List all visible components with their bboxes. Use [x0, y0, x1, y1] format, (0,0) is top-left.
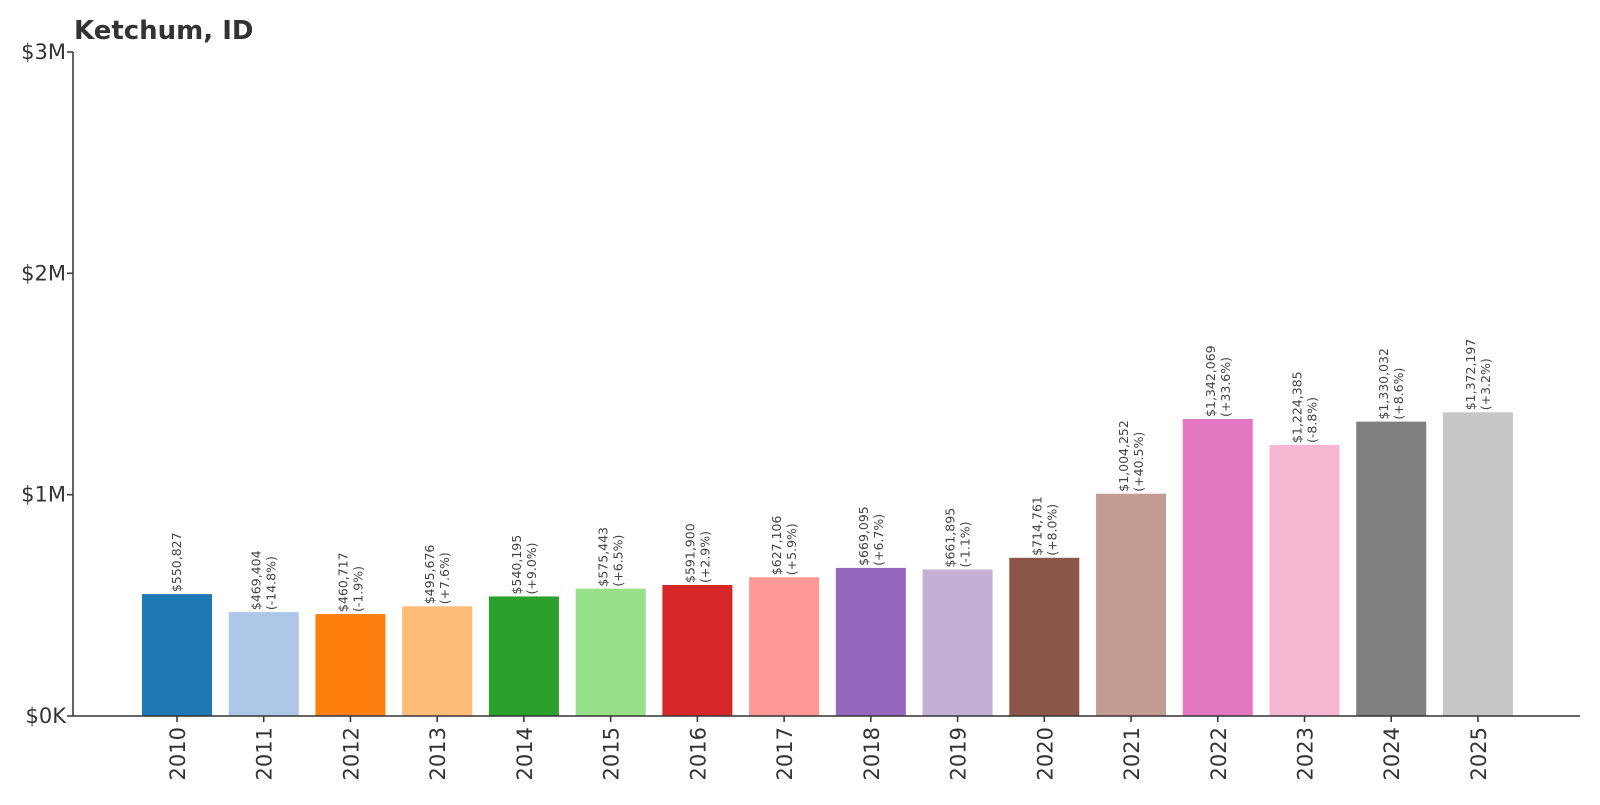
x-tick-label: 2011	[253, 727, 277, 780]
x-tick-label: 2024	[1380, 727, 1404, 780]
bar-change-label: (+40.5%)	[1131, 432, 1146, 492]
bar-change-label: (-1.1%)	[958, 521, 973, 567]
bar-value-label: $1,372,197	[1463, 339, 1478, 411]
y-tick-label: $2M	[21, 261, 66, 285]
bar-value-label: $1,004,252	[1116, 420, 1131, 492]
x-tick-label: 2020	[1033, 727, 1057, 780]
bar-2012	[315, 614, 386, 716]
bar-2017	[749, 577, 820, 716]
bar-2013	[402, 606, 473, 716]
bar-2020	[1009, 557, 1080, 716]
y-tick-label: $1M	[21, 483, 66, 507]
bar-label-group-2025: $1,372,197 (+3.2%)	[1463, 339, 1493, 411]
chart-title: Ketchum, ID	[74, 16, 253, 46]
bar-value-label: $460,717	[335, 552, 350, 612]
bar-2019	[922, 569, 993, 716]
bar-change-label: (+2.9%)	[697, 531, 712, 583]
bar-label-group-2022: $1,342,069 (+33.6%)	[1203, 345, 1233, 417]
x-tick-label: 2021	[1120, 727, 1144, 780]
bar-label-group-2020: $714,761 (+8.0%)	[1029, 496, 1059, 556]
bar-label-group-2023: $1,224,385 (-8.8%)	[1289, 371, 1319, 443]
x-tick-label: 2010	[166, 727, 190, 780]
bar-2010	[142, 594, 212, 716]
bar-value-label: $1,330,032	[1376, 348, 1391, 420]
bar-value-label: $714,761	[1029, 496, 1044, 556]
bar-value-label: $661,895	[943, 508, 958, 568]
bar-value-label: $1,342,069	[1203, 345, 1218, 417]
bar-value-label: $550,827	[169, 532, 184, 592]
bar-label-group-2012: $460,717 (-1.9%)	[335, 552, 365, 612]
bar-label-group-2014: $540,195 (+9.0%)	[509, 535, 539, 595]
x-tick-label: 2022	[1207, 727, 1231, 780]
x-tick-label: 2014	[513, 727, 537, 780]
bar-change-label: (-14.8%)	[264, 556, 279, 610]
bar-value-label: $669,095	[856, 506, 871, 566]
bar-value-label: $591,900	[682, 523, 697, 583]
bar-change-label: (+8.6%)	[1391, 368, 1406, 420]
bar-label-group-2016: $591,900 (+2.9%)	[682, 523, 712, 583]
bar-change-label: (+33.6%)	[1218, 357, 1233, 417]
x-tick-label: 2012	[339, 727, 363, 780]
y-tick-label: $0K	[26, 704, 68, 728]
bar-change-label: (+9.0%)	[524, 542, 539, 594]
x-tick-label: 2015	[600, 727, 624, 780]
bar-2014	[488, 596, 559, 716]
bar-change-label: (+5.9%)	[784, 523, 799, 575]
bar-label-group-2024: $1,330,032 (+8.6%)	[1376, 348, 1406, 420]
bar-2021	[1096, 493, 1167, 716]
bar-change-label: (+7.6%)	[437, 552, 452, 604]
y-tick-label: $3M	[21, 40, 66, 64]
bar-2025	[1442, 412, 1513, 716]
bar-2024	[1356, 421, 1427, 716]
bar-label-group-2017: $627,106 (+5.9%)	[769, 516, 799, 576]
bars-layer: $550,827 $469,404 (-14.8%) $460,717 (-1.9%) $…	[142, 339, 1513, 716]
bar-change-label: (+3.2%)	[1478, 358, 1493, 410]
bar-2023	[1269, 445, 1340, 716]
bar-change-label: (-1.9%)	[350, 566, 365, 612]
bar-2018	[835, 567, 906, 716]
bar-label-group-2010: $550,827	[169, 532, 184, 592]
bar-2016	[662, 584, 733, 716]
bar-change-label: (+6.5%)	[611, 535, 626, 587]
bar-label-group-2019: $661,895 (-1.1%)	[943, 508, 973, 568]
x-tick-label: 2025	[1467, 727, 1491, 780]
bar-value-label: $627,106	[769, 516, 784, 576]
bar-2015	[575, 588, 646, 716]
bar-value-label: $540,195	[509, 535, 524, 595]
x-tick-label: 2023	[1293, 727, 1317, 780]
bar-change-label: (+8.0%)	[1044, 504, 1059, 556]
bar-label-group-2021: $1,004,252 (+40.5%)	[1116, 420, 1146, 492]
bar-change-label: (+6.7%)	[871, 514, 886, 566]
x-tick-label: 2013	[426, 727, 450, 780]
bar-value-label: $469,404	[249, 550, 264, 610]
bar-label-group-2015: $575,443 (+6.5%)	[596, 527, 626, 587]
bar-label-group-2018: $669,095 (+6.7%)	[856, 506, 886, 566]
bar-value-label: $575,443	[596, 527, 611, 587]
bar-value-label: $495,676	[422, 545, 437, 605]
bar-2011	[228, 612, 299, 716]
x-tick-label: 2016	[686, 727, 710, 780]
bar-2022	[1182, 418, 1253, 716]
x-tick-label: 2019	[947, 727, 971, 780]
bar-label-group-2013: $495,676 (+7.6%)	[422, 545, 452, 605]
x-tick-label: 2018	[860, 727, 884, 780]
x-tick-label: 2017	[773, 727, 797, 780]
bar-label-group-2011: $469,404 (-14.8%)	[249, 550, 279, 610]
bar-value-label: $1,224,385	[1289, 371, 1304, 443]
bar-change-label: (-8.8%)	[1304, 397, 1319, 443]
axes-layer: 2010 2011 2012 2013 2014 2015 2016 2017 2018 2019…	[21, 40, 1580, 780]
